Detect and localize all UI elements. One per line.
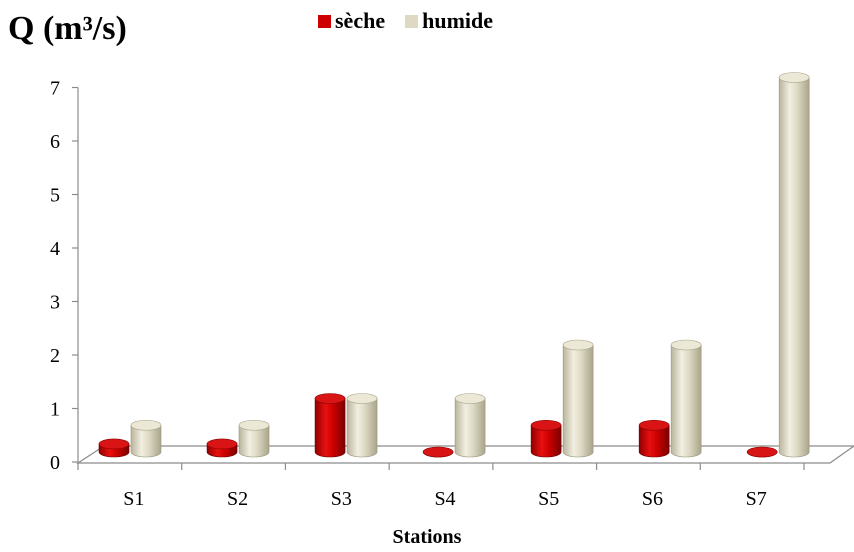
y-tick-label: 7 [50, 78, 60, 100]
bar-top [746, 446, 778, 458]
bar-body [778, 77, 810, 458]
x-tick-label-s1: S1 [123, 488, 144, 510]
bar-body [562, 344, 594, 458]
bar-top [778, 72, 810, 83]
bar-top [314, 393, 346, 404]
bar-body [314, 398, 346, 458]
legend-swatch-seche [318, 14, 331, 28]
bar-humide-s1 [130, 419, 162, 458]
bar-seche-s3 [314, 393, 346, 458]
bar-top [454, 393, 486, 404]
bar-top [638, 419, 670, 431]
bar-body [130, 424, 162, 458]
legend: sèche humide [318, 8, 513, 34]
bar-seche-s2 [206, 438, 238, 458]
bar-humide-s2 [238, 419, 270, 458]
x-tick-label-s3: S3 [331, 488, 352, 510]
bar-body [530, 424, 562, 458]
bar-body [238, 424, 270, 458]
bar-body [346, 398, 378, 458]
legend-label-seche: sèche [335, 8, 386, 33]
bar-top [422, 446, 454, 458]
bar-humide-s5 [562, 339, 594, 458]
bar-top [346, 393, 378, 404]
bar-top [206, 438, 238, 450]
x-tick-label-s2: S2 [227, 488, 248, 510]
legend-item-humide: humide [405, 8, 493, 34]
bar-seche-s1 [98, 438, 130, 458]
bar-humide-s6 [670, 339, 702, 458]
x-tick-label-s7: S7 [746, 488, 767, 510]
bar-seche-s6 [638, 419, 670, 458]
y-tick-label: 0 [50, 452, 60, 474]
bar-top [238, 419, 270, 431]
bar-top [530, 419, 562, 431]
bar-humide-s4 [454, 393, 486, 458]
bar-humide-s7 [778, 72, 810, 458]
x-tick-label-s6: S6 [642, 488, 663, 510]
legend-swatch-humide [405, 14, 419, 28]
x-axis-title: Stations [392, 526, 462, 548]
legend-item-seche: sèche [318, 8, 385, 34]
bar-body [670, 344, 702, 458]
bar-top [98, 438, 130, 450]
y-axis-title: Q (m³/s) [8, 10, 127, 47]
bar-body [454, 398, 486, 458]
y-tick-label: 1 [50, 399, 60, 421]
x-tick-label-s5: S5 [538, 488, 559, 510]
bar-top [130, 419, 162, 431]
bar-top [562, 339, 594, 351]
bar-humide-s3 [346, 393, 378, 458]
bar-seche-s5 [530, 419, 562, 458]
y-tick-label: 4 [50, 238, 60, 260]
floor [75, 445, 854, 464]
bar-seche-s7 [746, 446, 778, 458]
tick-labels: 0 1 2 3 4 5 6 7 S1 S2 S3 S4 S5 S6 S7 [50, 78, 767, 511]
axes [72, 86, 854, 470]
x-tick-label-s4: S4 [434, 488, 455, 510]
bar-top [670, 339, 702, 351]
bar-body [638, 424, 670, 458]
y-tick-label: 2 [50, 345, 60, 367]
y-tick-label: 3 [50, 292, 60, 314]
y-tick-label: 6 [50, 131, 60, 153]
bar-seche-s4 [422, 446, 454, 458]
y-tick-label: 5 [50, 185, 60, 207]
bars [98, 72, 810, 458]
legend-label-humide: humide [422, 8, 494, 33]
